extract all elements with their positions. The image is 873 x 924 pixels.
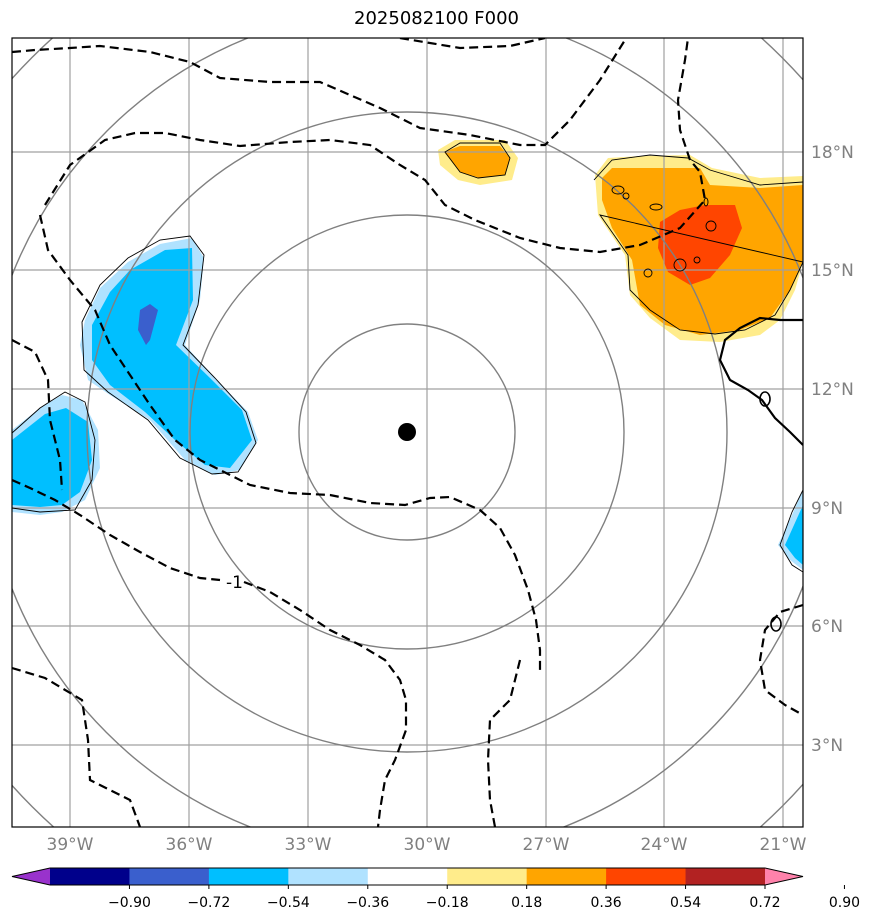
colorbar-tick-label: 0.36 [591, 895, 622, 911]
colorbar-segment [447, 868, 528, 885]
negative-anomaly-central-core [92, 248, 252, 468]
range-ring-1 [298, 323, 516, 541]
outline-northeast-blob [593, 154, 803, 335]
lon-label: 36°W [166, 835, 213, 855]
outline-north-blob [444, 142, 511, 179]
colorbar-labels: −0.90 −0.72 −0.54 −0.36 −0.18 0.18 0.36 0.54 0.7… [108, 885, 860, 911]
colorbar-segment [129, 868, 210, 885]
contour-top-left [12, 39, 626, 147]
lat-label: 15°N [811, 261, 854, 281]
colorbar-tick-label: 0.90 [829, 895, 860, 911]
lat-label: 12°N [811, 380, 854, 400]
lon-label: 21°W [760, 835, 807, 855]
zero-contour-east [718, 316, 803, 446]
colorbar-segment [50, 868, 130, 885]
storm-center-dot [398, 423, 416, 441]
colorbar-segment [526, 868, 607, 885]
lat-label: 3°N [811, 736, 843, 756]
lon-label: 39°W [47, 835, 94, 855]
contour-left-upper [12, 339, 64, 491]
lon-label: 30°W [404, 835, 451, 855]
colorbar-extend-min [12, 868, 50, 885]
contour-top-right [399, 38, 546, 50]
contour-second [44, 38, 707, 254]
contour-left-loop [38, 214, 542, 670]
dashed-contours [12, 38, 803, 827]
colorbar-tick-label: 0.18 [511, 895, 542, 911]
colorbar-tick-label: −0.18 [426, 895, 469, 911]
outline-east-edge [779, 489, 803, 573]
map-title: 2025082100 F000 [354, 8, 519, 29]
lat-label: 9°N [811, 499, 843, 519]
colorbar-segment [288, 868, 369, 885]
threshold-outlines [12, 142, 803, 573]
positive-anomaly-northeast-peak [658, 205, 742, 285]
colorbar-tick-label: −0.72 [187, 895, 230, 911]
colorbar-segment [208, 868, 289, 885]
contour-right-lower [486, 659, 522, 827]
lon-label: 33°W [285, 835, 332, 855]
negative-anomaly-east-edge-core [785, 505, 803, 565]
longitude-labels: 39°W 36°W 33°W 30°W 27°W 24°W 21°W [47, 835, 807, 855]
colorbar [11, 867, 804, 886]
colorbar-tick-label: 0.54 [670, 895, 701, 911]
lat-label: 6°N [811, 617, 843, 637]
lat-label: 18°N [811, 143, 854, 163]
negative-anomaly-west-core [12, 408, 92, 507]
plot-frame [11, 37, 804, 828]
range-ring-3 [86, 111, 728, 753]
colorbar-extend-max [765, 868, 803, 885]
graticule [12, 38, 803, 827]
colorbar-tick-label: 0.72 [749, 895, 780, 911]
negative-anomaly-central-peak [138, 304, 158, 345]
range-ring-2 [189, 214, 625, 650]
solid-contours [718, 316, 803, 632]
latitude-labels: 18°N 15°N 12°N 9°N 6°N 3°N [811, 143, 854, 756]
colorbar-outline [11, 867, 804, 886]
positive-anomaly-north-core [444, 146, 510, 178]
colorbar-tick-label: −0.90 [108, 895, 151, 911]
contour-east-lower [758, 603, 803, 716]
contour-label-minus-one: -1 [226, 573, 243, 593]
lon-label: 27°W [523, 835, 570, 855]
contour-bottom-left [12, 666, 142, 827]
contour-minus-one [12, 478, 408, 827]
lon-label: 24°W [641, 835, 688, 855]
outline-west-blob [12, 391, 96, 513]
colorbar-segment [367, 868, 448, 885]
colorbar-tick-label: −0.36 [346, 895, 389, 911]
colorbar-segment [606, 868, 687, 885]
outline-central-blob [81, 235, 257, 475]
colorbar-segment [685, 868, 766, 885]
anomaly-fill-layer [12, 140, 803, 570]
colorbar-tick-label: −0.54 [267, 895, 310, 911]
